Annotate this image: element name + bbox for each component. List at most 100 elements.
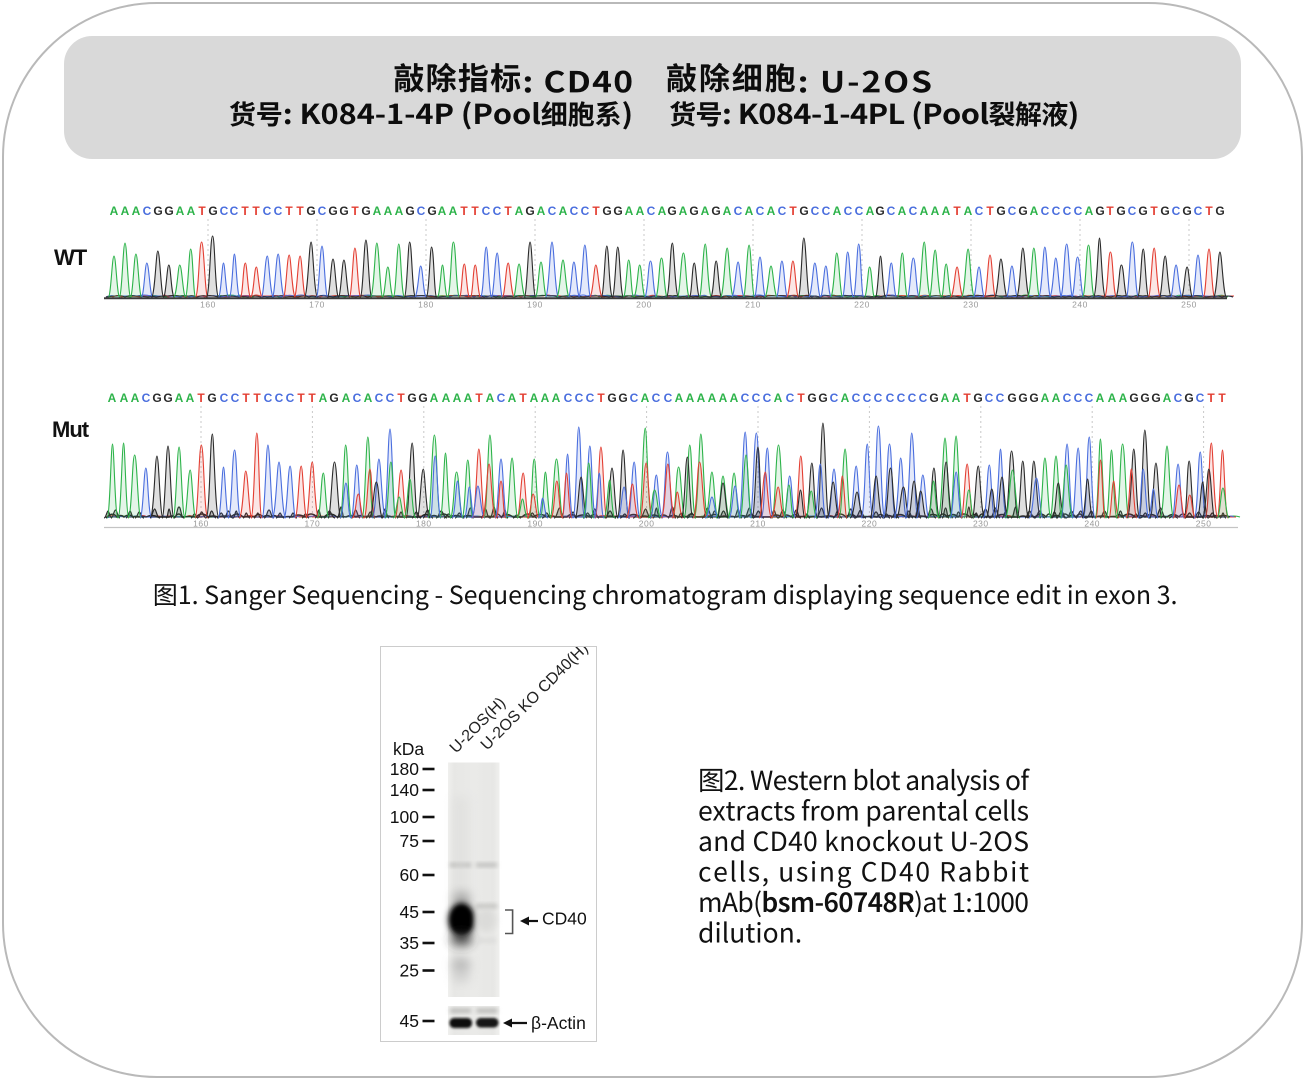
svg-text:C: C (830, 391, 839, 405)
svg-text:T: T (285, 204, 293, 218)
svg-text:A: A (176, 204, 185, 218)
svg-text:T: T (597, 391, 605, 405)
svg-text:A: A (745, 204, 754, 218)
svg-text:T: T (1150, 204, 1158, 218)
svg-text:140: 140 (390, 780, 419, 800)
svg-text:G: G (1018, 204, 1027, 218)
svg-text:75: 75 (400, 831, 419, 851)
svg-text:G: G (1184, 391, 1193, 405)
svg-text:C: C (852, 391, 861, 405)
svg-text:T: T (297, 391, 305, 405)
svg-text:C: C (844, 204, 853, 218)
svg-text:G: G (1151, 391, 1160, 405)
svg-text:A: A (952, 391, 961, 405)
svg-text:T: T (296, 204, 304, 218)
svg-text:C: C (908, 391, 917, 405)
svg-text:A: A (1108, 391, 1117, 405)
svg-text:T: T (471, 204, 479, 218)
svg-text:100: 100 (390, 807, 419, 827)
svg-text:A: A (121, 204, 130, 218)
svg-text:G: G (875, 204, 884, 218)
svg-text:T: T (592, 204, 600, 218)
svg-text:C: C (353, 391, 362, 405)
svg-text:G: G (1129, 391, 1138, 405)
svg-text:C: C (752, 391, 761, 405)
svg-text:C: C (811, 204, 820, 218)
svg-text:A: A (658, 204, 667, 218)
svg-text:G: G (1140, 391, 1149, 405)
svg-text:G: G (153, 204, 162, 218)
svg-text:A: A (364, 391, 373, 405)
svg-text:A: A (641, 391, 650, 405)
svg-text:A: A (430, 391, 439, 405)
svg-text:T: T (963, 391, 971, 405)
svg-text:T: T (397, 391, 405, 405)
svg-text:G: G (208, 204, 217, 218)
svg-text:G: G (929, 391, 938, 405)
svg-text:T: T (953, 204, 961, 218)
svg-text:A: A (941, 391, 950, 405)
svg-text:200: 200 (636, 300, 652, 310)
svg-text:G: G (152, 391, 161, 405)
svg-text:A: A (108, 391, 117, 405)
svg-text:A: A (552, 391, 561, 405)
svg-text:A: A (131, 391, 140, 405)
svg-text:230: 230 (963, 300, 979, 310)
svg-text:T: T (986, 204, 994, 218)
svg-text:A: A (898, 204, 907, 218)
svg-text:C: C (1196, 391, 1205, 405)
svg-text:A: A (841, 391, 850, 405)
svg-text:G: G (996, 204, 1005, 218)
svg-text:C: C (386, 391, 395, 405)
svg-text:210: 210 (745, 300, 761, 310)
svg-text:T: T (797, 391, 805, 405)
svg-text:C: C (734, 204, 743, 218)
svg-text:A: A (342, 391, 351, 405)
svg-text:C: C (548, 204, 557, 218)
svg-text:G: G (361, 204, 370, 218)
svg-text:A: A (541, 391, 550, 405)
svg-text:G: G (602, 204, 611, 218)
svg-text:A: A (1119, 391, 1128, 405)
svg-text:180: 180 (416, 519, 432, 529)
svg-text:C: C (863, 391, 872, 405)
svg-text:C: C (996, 391, 1005, 405)
svg-text:C: C (264, 391, 273, 405)
svg-text:180: 180 (418, 300, 434, 310)
svg-text:A: A (132, 204, 141, 218)
svg-text:A: A (559, 204, 568, 218)
svg-text:T: T (308, 391, 316, 405)
svg-text:A: A (384, 204, 393, 218)
svg-text:C: C (142, 391, 151, 405)
svg-text:C: C (756, 204, 765, 218)
svg-text:170: 170 (305, 519, 321, 529)
svg-text:A: A (442, 391, 451, 405)
svg-text:60: 60 (400, 865, 420, 885)
svg-text:C: C (664, 391, 673, 405)
svg-text:C: C (1085, 391, 1094, 405)
svg-text:250: 250 (1181, 300, 1197, 310)
svg-text:A: A (697, 391, 706, 405)
svg-text:C: C (263, 204, 272, 218)
svg-text:25: 25 (400, 961, 419, 981)
svg-text:C: C (1041, 204, 1050, 218)
svg-text:G: G (799, 204, 808, 218)
svg-text:A: A (395, 204, 404, 218)
svg-text:A: A (833, 204, 842, 218)
svg-text:C: C (482, 204, 491, 218)
svg-text:A: A (187, 204, 196, 218)
svg-text:A: A (508, 391, 517, 405)
svg-text:G: G (405, 204, 414, 218)
svg-text:G: G (525, 204, 534, 218)
svg-text:G: G (328, 204, 337, 218)
svg-text:kDa: kDa (393, 739, 424, 759)
svg-text:250: 250 (1196, 519, 1212, 529)
svg-text:C: C (652, 391, 661, 405)
svg-text:C: C (985, 391, 994, 405)
svg-text:T: T (198, 204, 206, 218)
svg-text:G: G (163, 391, 172, 405)
svg-text:C: C (286, 391, 295, 405)
svg-text:230: 230 (973, 519, 989, 529)
svg-text:G: G (407, 391, 416, 405)
svg-text:A: A (449, 204, 458, 218)
